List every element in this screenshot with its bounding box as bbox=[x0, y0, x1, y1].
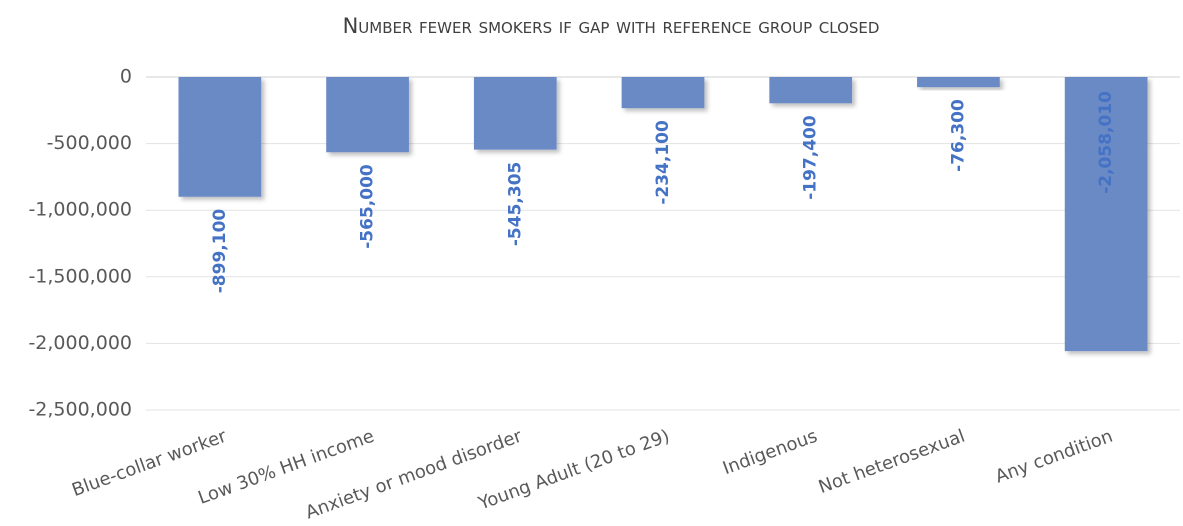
bar bbox=[917, 77, 1000, 88]
x-tick-label: Any condition bbox=[992, 426, 1115, 488]
y-tick-label: -2,500,000 bbox=[28, 399, 132, 421]
bar bbox=[473, 77, 557, 150]
y-tick-label: -1,000,000 bbox=[28, 199, 132, 221]
x-tick-label: Indigenous bbox=[720, 426, 820, 480]
chart-title: Number fewer smokers if gap with referen… bbox=[343, 14, 880, 38]
value-label: -545,305 bbox=[505, 162, 525, 247]
bar bbox=[769, 77, 853, 104]
value-label: -565,000 bbox=[358, 164, 378, 249]
value-label: -899,100 bbox=[210, 209, 230, 294]
y-tick-label: -1,500,000 bbox=[28, 265, 132, 287]
value-label: -234,100 bbox=[653, 120, 673, 205]
x-tick-label: Not heterosexual bbox=[816, 426, 968, 498]
bar bbox=[1064, 77, 1148, 352]
value-label: -76,300 bbox=[948, 99, 968, 172]
y-tick-label: -500,000 bbox=[47, 132, 132, 154]
value-label: -2,058,010 bbox=[1096, 91, 1116, 194]
bar bbox=[621, 77, 705, 109]
y-tick-label: -2,000,000 bbox=[28, 332, 132, 354]
bar bbox=[326, 77, 409, 153]
y-tick-label: 0 bbox=[120, 66, 132, 88]
value-label: -197,400 bbox=[801, 115, 821, 200]
bar bbox=[178, 77, 262, 197]
